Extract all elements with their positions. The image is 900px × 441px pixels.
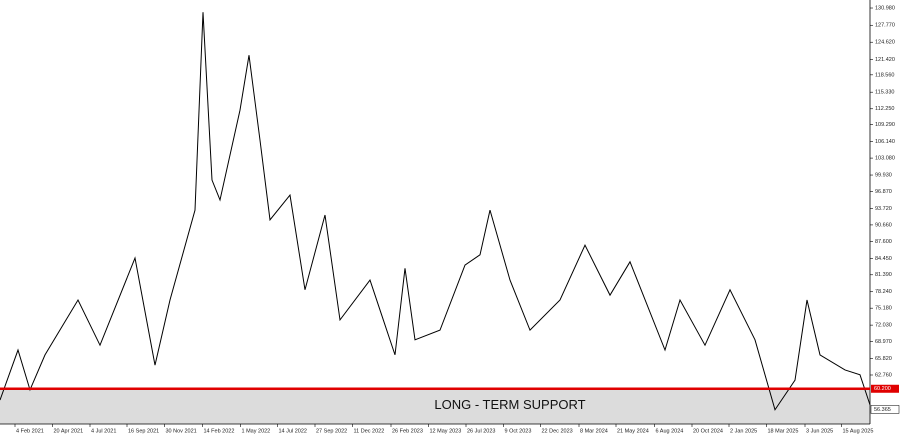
y-tick-label: 112.250	[875, 106, 894, 112]
x-tick-label: 6 Aug 2024	[656, 428, 684, 434]
x-tick-label: 20 Oct 2024	[693, 428, 723, 434]
support-price-label: 60.200	[874, 386, 891, 392]
x-tick-label: 22 Dec 2023	[542, 428, 573, 434]
y-tick-label: 72.030	[875, 323, 892, 329]
x-tick-label: 9 Oct 2023	[505, 428, 532, 434]
x-tick-label: 1 May 2022	[242, 428, 271, 434]
y-tick-label: 84.450	[875, 256, 892, 262]
x-tick-label: 20 Apr 2021	[54, 428, 84, 434]
price-line	[0, 12, 871, 411]
x-tick-label: 18 Mar 2025	[768, 428, 799, 434]
support-zone	[0, 388, 870, 424]
x-tick-label: 4 Feb 2021	[16, 428, 44, 434]
x-tick-label: 3 Jun 2025	[806, 428, 833, 434]
x-tick-label: 12 May 2023	[430, 428, 462, 434]
x-tick-label: 11 Dec 2022	[354, 428, 385, 434]
y-tick-label: 130.980	[875, 5, 895, 11]
y-tick-label: 90.660	[875, 222, 892, 228]
y-tick-label: 109.290	[875, 122, 895, 128]
y-tick-label: 124.620	[875, 40, 895, 46]
y-tick-label: 62.760	[875, 372, 892, 378]
support-text: LONG - TERM SUPPORT	[434, 397, 585, 412]
last-price-label: 56.365	[874, 407, 891, 413]
x-tick-label: 16 Sep 2021	[128, 428, 159, 434]
y-tick-label: 106.140	[875, 139, 895, 145]
y-tick-label: 78.240	[875, 289, 892, 295]
x-tick-label: 26 Jul 2023	[467, 428, 495, 434]
x-tick-label: 2 Jan 2025	[730, 428, 757, 434]
y-tick-label: 75.180	[875, 306, 892, 312]
x-tick-label: 14 Jul 2022	[279, 428, 307, 434]
y-tick-label: 68.970	[875, 339, 892, 345]
y-tick-label: 96.870	[875, 189, 892, 195]
y-tick-label: 118.560	[875, 72, 894, 78]
y-tick-label: 93.720	[875, 206, 892, 212]
x-tick-label: 30 Nov 2021	[166, 428, 197, 434]
x-tick-label: 27 Sep 2022	[316, 428, 347, 434]
y-tick-label: 103.080	[875, 156, 895, 162]
y-tick-label: 65.820	[875, 356, 892, 362]
x-tick-label: 21 May 2024	[617, 428, 649, 434]
y-tick-label: 121.420	[875, 57, 895, 63]
last-price-box	[870, 405, 900, 414]
y-tick-label: 99.930	[875, 172, 892, 178]
x-tick-label: 4 Jul 2021	[91, 428, 116, 434]
x-tick-label: 8 Mar 2024	[580, 428, 608, 434]
x-tick-label: 15 Aug 2025	[843, 428, 874, 434]
x-tick-label: 26 Feb 2023	[392, 428, 423, 434]
y-tick-label: 115.330	[875, 90, 894, 96]
y-tick-label: 87.600	[875, 239, 892, 245]
x-tick-label: 14 Feb 2022	[204, 428, 235, 434]
y-tick-label: 81.390	[875, 272, 892, 278]
support-price-box	[871, 384, 899, 393]
y-tick-label: 127.770	[875, 23, 895, 29]
